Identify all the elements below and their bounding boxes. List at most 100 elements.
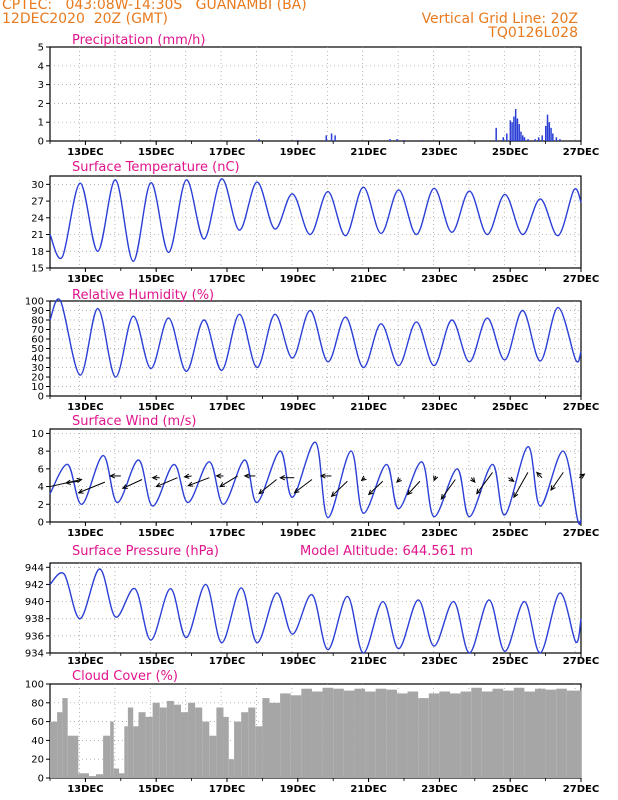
cloud-bar xyxy=(492,688,504,778)
y-tick-label: 4 xyxy=(38,61,44,72)
y-tick-label: 40 xyxy=(31,736,44,747)
precip-bar xyxy=(559,139,561,141)
cloud-bar xyxy=(202,721,210,778)
x-tick-label: 21DEC xyxy=(350,274,386,285)
x-tick-label: 23DEC xyxy=(421,274,457,285)
wind-arrow-head xyxy=(243,473,250,479)
x-tick-label: 19DEC xyxy=(280,274,316,285)
precip-bar xyxy=(389,139,391,141)
cloud-bar xyxy=(566,690,581,778)
wind-arrow xyxy=(476,472,493,494)
cloud-bar xyxy=(418,698,429,778)
cloud-bar xyxy=(166,700,174,778)
precip-bar xyxy=(258,139,260,141)
cloud-bar xyxy=(545,689,557,778)
y-tick-label: 4 xyxy=(38,482,44,493)
precip-bar xyxy=(509,120,512,141)
panel-1: 0 1 2 3 4 5 13DEC 15DEC 17DEC 19DEC 21DEC 23DEC 25DE… xyxy=(38,33,600,158)
plot-frame xyxy=(49,300,582,397)
x-tick-label: 25DEC xyxy=(492,656,528,667)
plot-frame xyxy=(49,428,582,523)
y-tick-label: 24 xyxy=(31,213,44,224)
y-tick-label: 50 xyxy=(31,344,44,355)
precip-bar xyxy=(541,135,543,141)
cloud-bar xyxy=(248,707,256,778)
wind-arrow-head xyxy=(508,476,515,482)
y-tick-label: 0 xyxy=(38,137,44,148)
precip-bar xyxy=(421,140,423,141)
precip-bar xyxy=(552,133,554,141)
x-tick-label: 19DEC xyxy=(280,784,316,795)
wind-arrow xyxy=(258,479,277,495)
wind-arrow-head xyxy=(279,475,286,481)
cloud-bar xyxy=(173,704,181,778)
x-tick-label: 27DEC xyxy=(563,402,599,413)
panel-title: Cloud Cover (%) xyxy=(72,669,178,684)
cloud-bar xyxy=(119,773,125,778)
wind-arrow-head xyxy=(319,473,326,479)
wind-arrow-head xyxy=(64,479,71,485)
wind-arrow xyxy=(122,479,143,489)
cloud-bar xyxy=(581,687,582,778)
y-tick-label: 10 xyxy=(31,382,44,393)
panel-6: 0 20 40 60 80 100 13DEC 15DEC 17DEC 19DEC 21DEC 23D… xyxy=(25,669,599,795)
x-tick-label: 23DEC xyxy=(421,147,457,158)
x-tick-label: 25DEC xyxy=(492,528,528,539)
series-line xyxy=(49,568,582,654)
wind-arrow-head xyxy=(360,475,367,482)
x-tick-label: 13DEC xyxy=(67,656,103,667)
header-station: CPTEC: 043:08W-14:30S GUANAMBI (BA) xyxy=(2,0,307,13)
y-tick-label: 80 xyxy=(31,698,44,709)
wind-arrow-head xyxy=(579,473,586,479)
wind-arrow-head xyxy=(183,473,190,479)
x-tick-label: 15DEC xyxy=(138,656,174,667)
wind-arrow-head xyxy=(476,488,482,495)
x-tick-label: 17DEC xyxy=(209,402,245,413)
wind-arrow-head xyxy=(258,488,265,495)
wind-arrow-head xyxy=(440,493,446,500)
y-tick-label: 20 xyxy=(31,373,44,384)
y-tick-label: 0 xyxy=(38,774,44,785)
y-tick-label: 0 xyxy=(38,518,44,529)
cloud-bar xyxy=(188,702,196,778)
y-tick-label: 27 xyxy=(31,197,44,208)
x-tick-label: 15DEC xyxy=(138,147,174,158)
wind-arrow xyxy=(188,477,210,487)
wind-arrow xyxy=(536,472,543,479)
cloud-bar xyxy=(365,691,376,778)
x-tick-label: 23DEC xyxy=(421,784,457,795)
wind-arrow xyxy=(368,480,384,495)
cloud-bar xyxy=(280,693,291,778)
wind-arrow-head xyxy=(293,488,300,494)
wind-arrow-head xyxy=(187,481,194,487)
cloud-bar xyxy=(228,759,235,778)
wind-arrow-head xyxy=(330,491,337,498)
y-tick-label: 944 xyxy=(25,563,44,574)
cloud-bar xyxy=(88,776,97,778)
y-tick-label: 20 xyxy=(31,755,44,766)
wind-arrow-head xyxy=(151,475,158,481)
panel-title: Precipitation (mm/h) xyxy=(72,33,205,48)
y-tick-label: 60 xyxy=(31,717,44,728)
cloud-bar xyxy=(103,735,111,778)
x-tick-label: 27DEC xyxy=(563,274,599,285)
panel-4: 0 2 4 6 8 10 13DEC 15DEC 17DEC 19DEC 21DEC 23DEC 25D… xyxy=(31,414,599,539)
precip-bar xyxy=(550,127,552,141)
y-tick-label: 5 xyxy=(38,43,44,54)
wind-arrow-head xyxy=(396,477,402,483)
x-tick-label: 17DEC xyxy=(209,274,245,285)
x-tick-label: 13DEC xyxy=(67,274,103,285)
x-tick-label: 13DEC xyxy=(67,402,103,413)
wind-arrow xyxy=(65,480,79,484)
x-tick-label: 15DEC xyxy=(138,274,174,285)
precip-bar xyxy=(546,114,549,141)
y-tick-label: 70 xyxy=(31,325,44,336)
cloud-bar xyxy=(110,721,114,778)
precip-bar xyxy=(521,135,524,141)
panel-title: Surface Pressure (hPa) xyxy=(72,544,219,559)
precip-bar xyxy=(502,137,505,141)
wind-arrow-head xyxy=(470,477,476,483)
cloud-bar xyxy=(145,716,153,778)
series-line xyxy=(49,178,582,263)
